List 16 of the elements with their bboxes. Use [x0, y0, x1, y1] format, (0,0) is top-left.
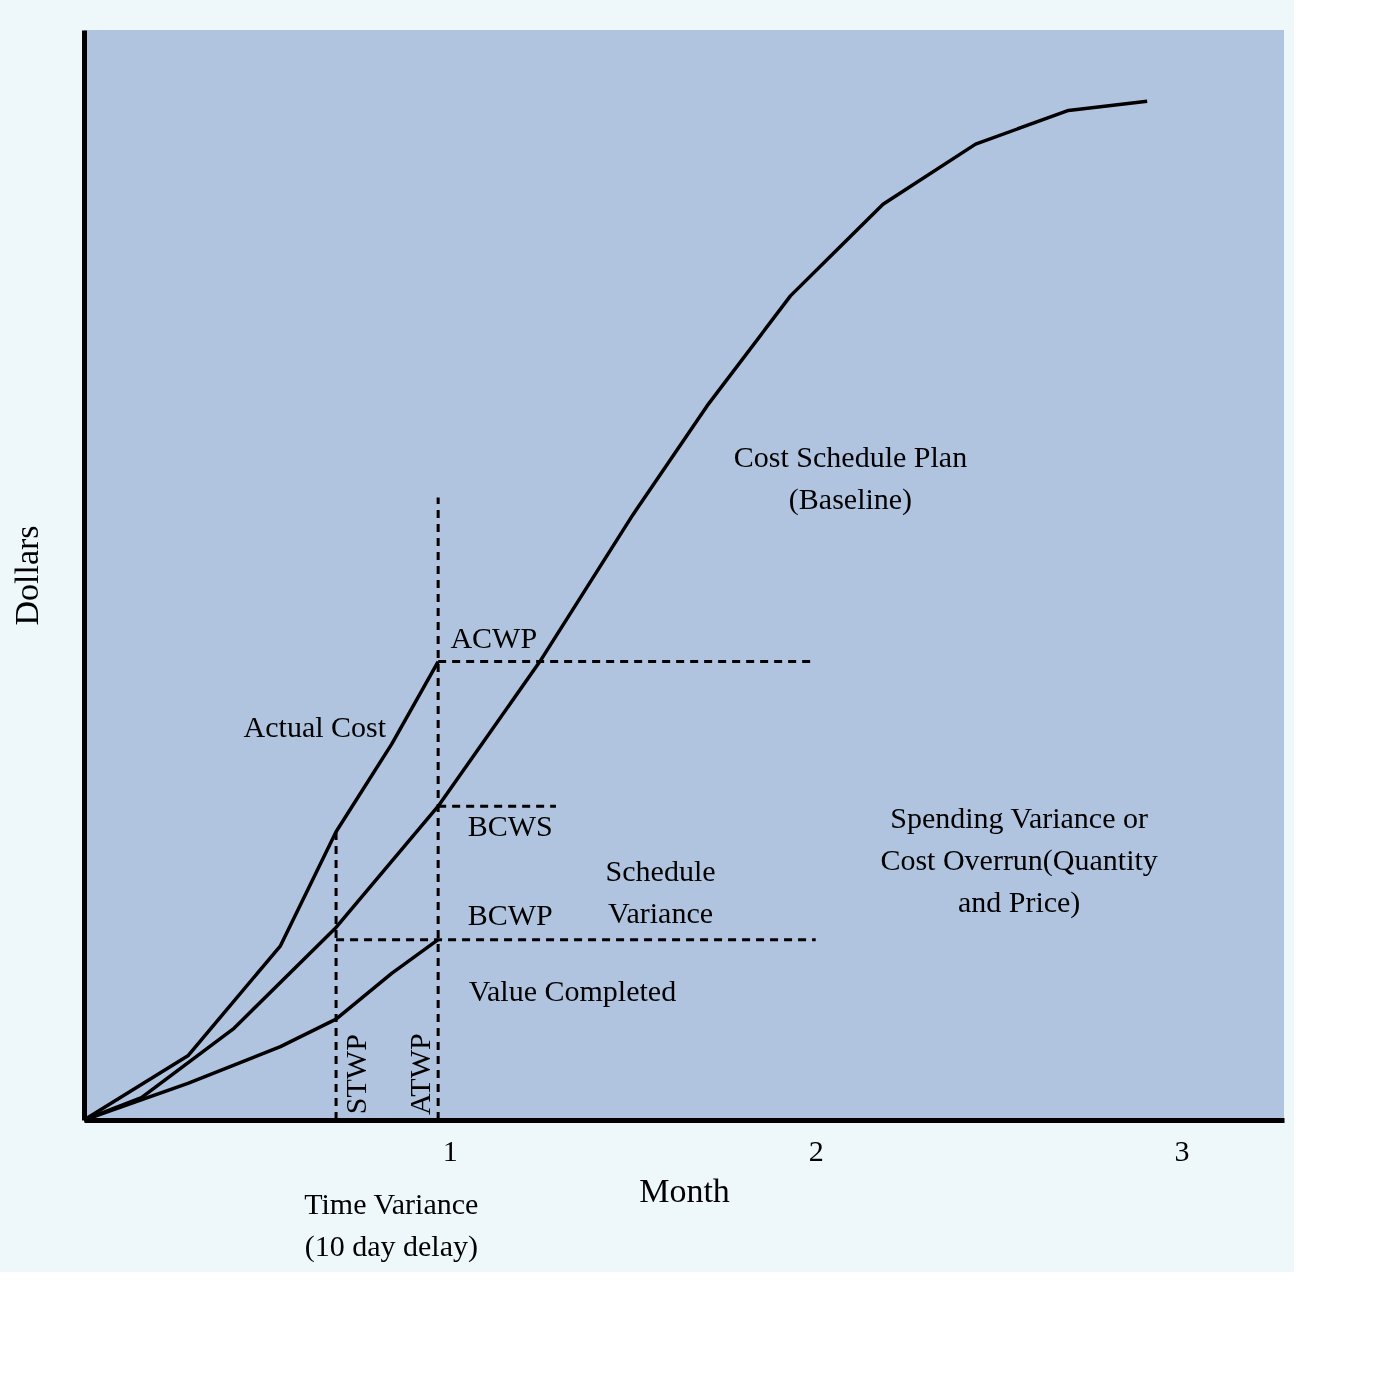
annotation: BCWP — [467, 898, 553, 932]
annotation: BCWS — [467, 808, 553, 842]
annotation: Schedule Variance — [605, 854, 716, 930]
annotation: ATWP — [403, 1033, 437, 1115]
annotation: Actual Cost — [243, 709, 387, 743]
x-tick-label: 2 — [808, 1133, 824, 1167]
text: Time Variance (10 day delay) — [304, 1186, 479, 1263]
annotation: STWP — [339, 1034, 373, 1115]
x-tick-label: 3 — [1174, 1133, 1190, 1167]
annotation: ACWP — [450, 621, 538, 655]
annotation: Spending Variance or Cost Overrun(Quantity and Price) — [880, 801, 1158, 920]
annotation: Value Completed — [468, 973, 677, 1007]
annotation: Cost Schedule Plan (Baseline) — [733, 439, 968, 516]
y-axis-title: Dollars — [7, 525, 45, 626]
x-axis-title: Month — [639, 1171, 730, 1209]
x-tick-label: 1 — [442, 1133, 458, 1167]
